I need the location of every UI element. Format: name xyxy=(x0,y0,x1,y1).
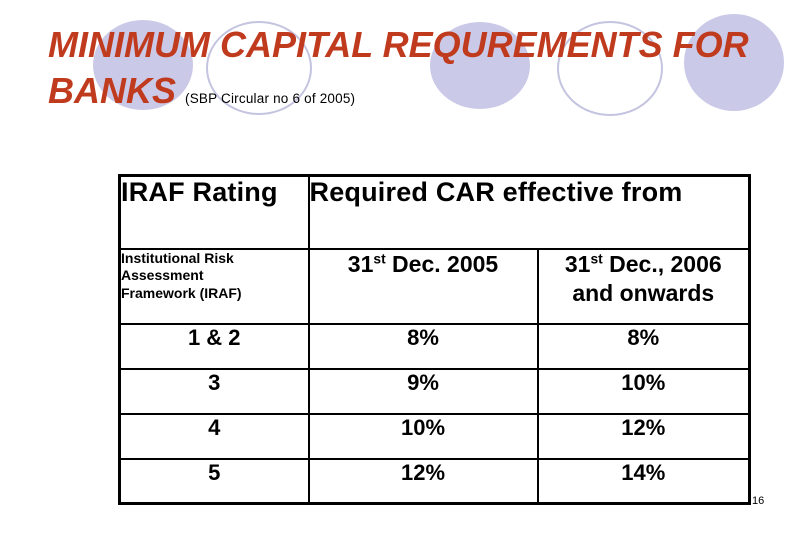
date-2006-day: 31 xyxy=(564,250,591,277)
car-2005-cell: 9% xyxy=(307,367,539,415)
date-2006-rest: Dec., 2006 xyxy=(602,250,722,277)
date-2006-ordinal: st xyxy=(590,250,603,266)
title-line-1: MINIMUM CAPITAL REQUREMENTS FOR xyxy=(48,24,749,65)
decor-ellipse-filled-3 xyxy=(684,14,784,111)
header-cell-required-car: Required CAR effective from xyxy=(307,174,751,250)
table-row: 3 9% 10% xyxy=(118,367,751,415)
iraf-label-line-2: Assessment xyxy=(121,267,204,283)
car-2005-cell: 8% xyxy=(307,322,539,370)
capital-requirements-table: IRAF Rating Required CAR effective from … xyxy=(118,174,752,505)
title-line-2: BANKS xyxy=(48,70,177,111)
iraf-label-line-3: Framework (IRAF) xyxy=(121,284,242,301)
date-2005-rest: Dec. 2005 xyxy=(385,250,499,277)
car-2006-cell: 14% xyxy=(536,457,751,505)
table-row: 4 10% 12% xyxy=(118,412,751,460)
page-number: 16 xyxy=(752,495,765,507)
date-2005-day: 31 xyxy=(347,250,374,277)
car-2005-cell: 10% xyxy=(307,412,539,460)
table-row: 1 & 2 8% 8% xyxy=(118,322,751,370)
date-2006-line-2: and onwards xyxy=(572,279,715,306)
decor-ellipse-outlined-2 xyxy=(557,21,663,116)
decor-ellipse-filled-1 xyxy=(93,20,193,110)
rating-cell: 5 xyxy=(118,457,310,505)
car-2006-cell: 12% xyxy=(536,412,751,460)
header-cell-iraf-rating: IRAF Rating xyxy=(118,174,310,250)
decor-ellipse-outlined-1 xyxy=(206,21,312,115)
title-subtitle: (SBP Circular no 6 of 2005) xyxy=(185,91,356,106)
car-2005-cell: 12% xyxy=(307,457,539,505)
date-2005-ordinal: st xyxy=(373,250,386,266)
table-subheader-row: Institutional Risk Assessment Framework … xyxy=(118,247,751,325)
cell-date-2005: 31st Dec. 2005 xyxy=(307,247,539,325)
slide-title: MINIMUM CAPITAL REQUREMENTS FOR BANKS (S… xyxy=(48,22,749,122)
table-header-row: IRAF Rating Required CAR effective from xyxy=(118,174,751,250)
car-2006-cell: 8% xyxy=(536,322,751,370)
car-2006-cell: 10% xyxy=(536,367,751,415)
decor-ellipse-filled-2 xyxy=(430,22,530,109)
iraf-label-line-1: Institutional Risk xyxy=(121,249,234,266)
rating-cell: 1 & 2 xyxy=(118,322,310,370)
table-row: 5 12% 14% xyxy=(118,457,751,505)
rating-cell: 4 xyxy=(118,412,310,460)
rating-cell: 3 xyxy=(118,367,310,415)
cell-iraf-label: Institutional Risk Assessment Framework … xyxy=(118,247,310,325)
cell-date-2006: 31st Dec., 2006 and onwards xyxy=(536,247,751,325)
